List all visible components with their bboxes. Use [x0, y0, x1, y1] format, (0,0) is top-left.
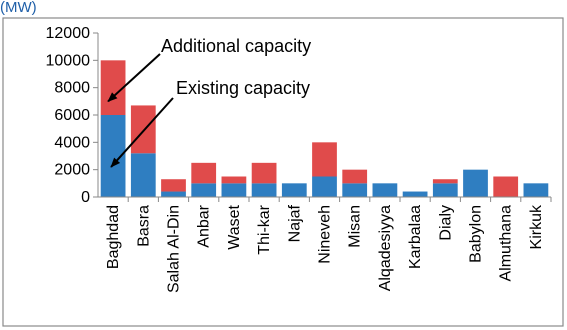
bar-existing-dialy: [432, 183, 458, 197]
bar-additional-anbar: [191, 162, 217, 184]
y-tick-label: 4000: [54, 134, 90, 151]
bar-existing-karbalaa: [402, 191, 428, 197]
x-tick-label: Karbalaa: [407, 205, 424, 269]
bar-existing-babylon: [463, 169, 488, 197]
x-tick-label: Kirkuk: [528, 204, 545, 249]
bar-additional-basra: [130, 105, 156, 154]
bar-existing-salah-al-din: [161, 191, 186, 197]
x-tick-label: Salah Al-Din: [166, 205, 183, 293]
bar-additional-salah-al-din: [161, 179, 186, 192]
bar-existing-nineveh: [312, 176, 337, 197]
annotation-arrow-existing: [110, 97, 174, 168]
x-tick-label: Waset: [226, 204, 243, 249]
bars: [100, 60, 549, 197]
y-tick-label: 12000: [46, 25, 91, 42]
bar-existing-thi-kar: [251, 183, 277, 197]
y-axis: 0 2000 4000 6000 8000 10000 12000: [46, 25, 99, 206]
bar-existing-waset: [221, 183, 247, 197]
x-tick-label: Nineveh: [317, 205, 334, 264]
x-tick-label: Babylon: [468, 205, 485, 263]
annotation-arrow-additional: [107, 53, 161, 103]
bar-additional-thi-kar: [251, 162, 277, 184]
bar-existing-misan: [342, 183, 368, 197]
cropped-title-fragment: (MW): [0, 0, 37, 16]
y-tick-label: 2000: [54, 162, 90, 179]
annotations: Additional capacity Existing capacity: [107, 36, 311, 168]
y-tick-label: 6000: [54, 107, 90, 124]
bar-additional-nineveh: [312, 142, 337, 177]
x-tick-label: Baghdad: [105, 205, 122, 269]
x-tick-label: Dialy: [437, 205, 454, 241]
bar-additional-baghdad: [100, 60, 126, 115]
x-tick-label: Alqadesiyya: [377, 205, 394, 291]
y-tick-label: 0: [81, 189, 90, 206]
x-axis: Baghdad Basra Salah Al-Din Anbar Waset Thi-ka…: [98, 196, 552, 293]
annotation-existing-capacity: Existing capacity: [176, 78, 310, 98]
bar-additional-dialy: [432, 179, 458, 184]
x-tick-label: Thi-kar: [256, 204, 273, 254]
bar-existing-anbar: [191, 183, 217, 197]
y-tick-label: 10000: [46, 52, 91, 69]
chart-border: [2, 17, 564, 327]
annotation-additional-capacity: Additional capacity: [161, 36, 311, 56]
bar-additional-misan: [342, 169, 368, 184]
x-tick-label: Najaf: [286, 204, 303, 242]
x-tick-label: Basra: [135, 205, 152, 247]
bar-existing-alqadesiyya: [372, 183, 398, 197]
bar-existing-basra: [130, 153, 156, 197]
bar-additional-waset: [221, 176, 247, 184]
x-tick-label: Almuthana: [498, 205, 515, 282]
x-tick-label: Anbar: [196, 204, 213, 247]
bar-existing-kirkuk: [523, 183, 549, 197]
x-tick-label: Misan: [347, 205, 364, 248]
bar-additional-almuthana: [493, 176, 519, 197]
y-tick-label: 8000: [54, 80, 90, 97]
bar-existing-najaf: [281, 183, 307, 197]
